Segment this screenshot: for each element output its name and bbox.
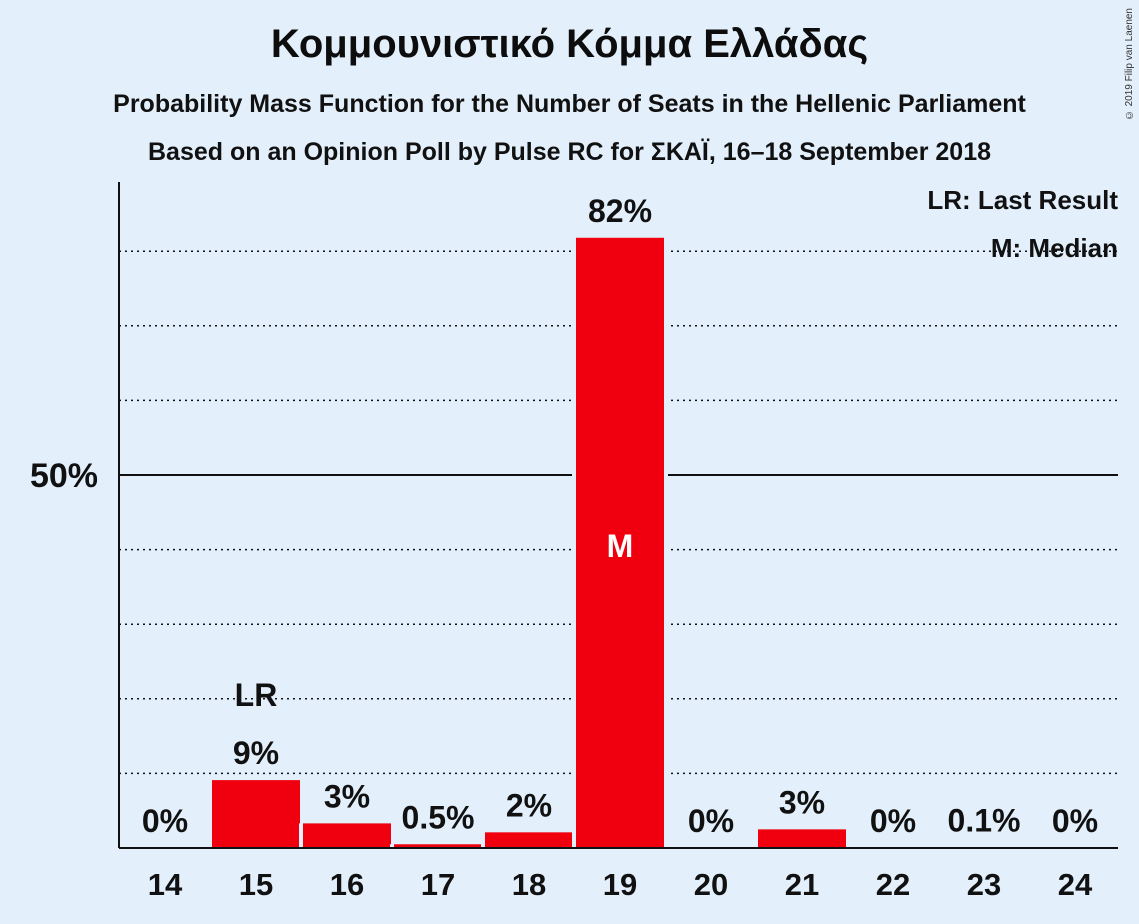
- data-label-22: 0%: [870, 803, 916, 839]
- data-label-17: 0.5%: [402, 799, 475, 835]
- median-marker: M: [607, 528, 634, 564]
- bar-18: [485, 832, 573, 848]
- data-label-23: 0.1%: [948, 802, 1021, 838]
- data-label-18: 2%: [506, 787, 552, 823]
- x-tick-label-16: 16: [330, 867, 364, 902]
- x-tick-label-18: 18: [512, 867, 546, 902]
- data-label-24: 0%: [1052, 803, 1098, 839]
- chart-subtitle: Probability Mass Function for the Number…: [113, 90, 1026, 118]
- data-label-16: 3%: [324, 778, 370, 814]
- x-tick-label-23: 23: [967, 867, 1001, 902]
- bar-16: [303, 823, 391, 848]
- x-tick-label-20: 20: [694, 867, 728, 902]
- bar-15: [212, 780, 300, 848]
- data-label-15: 9%: [233, 735, 279, 771]
- data-label-19: 82%: [588, 193, 652, 229]
- x-tick-label-15: 15: [239, 867, 273, 902]
- bar-21: [758, 829, 846, 848]
- last-result-marker: LR: [235, 677, 278, 713]
- data-label-14: 0%: [142, 803, 188, 839]
- chart-source: Based on an Opinion Poll by Pulse RC for…: [147, 138, 992, 166]
- chart-title: Κομμουνιστικό Κόμμα Ελλάδας: [270, 22, 869, 66]
- x-tick-label-22: 22: [876, 867, 910, 902]
- legend-median: M: Median: [991, 233, 1118, 263]
- bar-17: [394, 844, 482, 848]
- bar-19: [576, 237, 664, 849]
- y-tick-label: 50%: [30, 457, 98, 495]
- x-tick-label-17: 17: [421, 867, 455, 902]
- x-tick-label-19: 19: [603, 867, 637, 902]
- data-label-20: 0%: [688, 803, 734, 839]
- data-label-21: 3%: [779, 784, 825, 820]
- x-tick-label-21: 21: [785, 867, 819, 902]
- x-tick-label-24: 24: [1058, 867, 1093, 902]
- legend-last-result: LR: Last Result: [927, 185, 1118, 215]
- x-tick-label-14: 14: [148, 867, 183, 902]
